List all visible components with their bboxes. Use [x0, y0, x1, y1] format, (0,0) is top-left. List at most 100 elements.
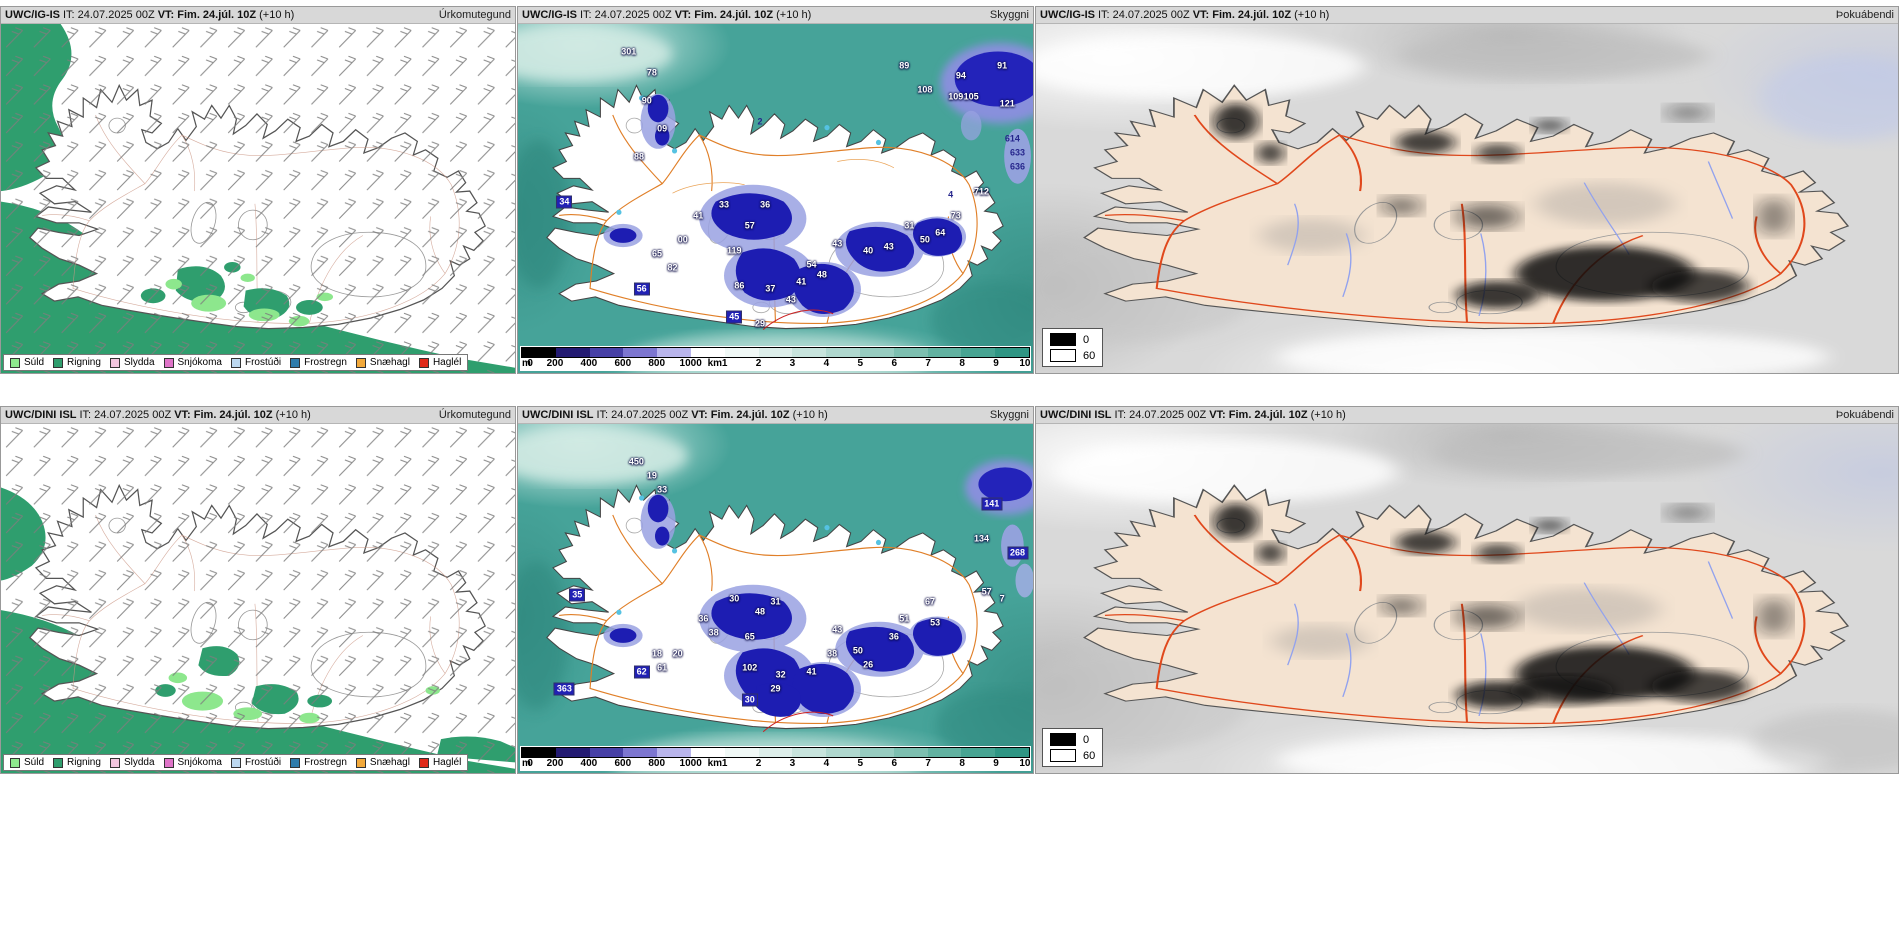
visibility-value: 29 [770, 683, 781, 694]
scale-segment [690, 348, 725, 357]
visibility-value: 41 [796, 276, 807, 287]
scale-segment [522, 748, 556, 757]
visibility-scale-bar [521, 347, 1030, 358]
lead-time: (+10 h) [1294, 9, 1330, 21]
legend-swatch [10, 357, 20, 368]
visibility-value: 19 [646, 470, 657, 481]
fog-legend-swatch [1050, 333, 1076, 346]
fog-indicator-map[interactable]: 0 60 [1036, 424, 1898, 773]
legend-swatch [163, 757, 174, 768]
visibility-value: 633 [1010, 147, 1026, 158]
visibility-value: 48 [755, 606, 766, 617]
scale-segment [893, 348, 928, 357]
scale-segment [555, 348, 590, 357]
legend-label: Frostregn [304, 357, 347, 368]
panel-title: UWC/IG-IS IT: 24.07.2025 00Z VT: Fim. 24.jú… [5, 9, 297, 21]
visibility-value: 65 [652, 248, 663, 259]
scale-tick: 800 [648, 758, 666, 769]
scale-tick: m [522, 358, 531, 369]
scale-tick: 0 [527, 358, 533, 369]
fog-legend-label: 60 [1083, 749, 1096, 762]
visibility-value: 268 [1007, 546, 1029, 560]
scale-tick: 4 [823, 758, 830, 769]
visibility-value: 29 [755, 318, 766, 329]
scale-segment [792, 748, 827, 757]
sea-shading [1036, 32, 1898, 373]
valid-time: VT: Fim. 24.júl. 10Z [1192, 9, 1292, 21]
scale-tick: 7 [925, 358, 931, 369]
legend-item: Súld [10, 357, 44, 368]
scale-tick: km [707, 358, 723, 369]
precipitation-type-map[interactable]: Súld Rigning Slydda Snjókoma Frostúði Frostre… [1, 424, 515, 773]
red-contour [762, 309, 834, 331]
visibility-value: 73 [950, 210, 961, 221]
panel-header: UWC/DINI ISL IT: 24.07.2025 00Z VT: Fim. 24… [1, 407, 515, 424]
legend-item: Haglél [418, 357, 462, 368]
init-time: 24.07.2025 00Z [1129, 409, 1207, 421]
visibility-value: 88 [634, 151, 645, 162]
precipitation-legend: Súld Rigning Slydda Snjókoma Frostúði Frostre… [3, 354, 469, 371]
legend-label: Snæhagl [369, 357, 410, 368]
visibility-value: 00 [677, 234, 688, 245]
scale-segment [589, 748, 624, 757]
precipitation-type-map[interactable]: Súld Rigning Slydda Snjókoma Frostúði Frostre… [1, 24, 515, 373]
legend-label: Haglél [432, 357, 462, 368]
model-name: UWC/IG-IS [5, 9, 60, 21]
visibility-map[interactable]: 0 200 400 600 800 1000 1 2 3 4 5 6 7 8 9 10 m km 301 78 90 0… [518, 24, 1033, 373]
scale-tick: 800 [648, 358, 666, 369]
legend-item: Slydda [109, 357, 155, 368]
lead-time: (+10 h) [776, 9, 812, 21]
legend-swatch [290, 357, 301, 368]
scale-tick: 10 [1019, 358, 1031, 369]
visibility-value: 91 [997, 60, 1008, 71]
legend-label: Frostúði [244, 757, 282, 768]
visibility-value: 43 [832, 238, 843, 249]
lead-time: (+10 h) [275, 409, 311, 421]
visibility-value: 82 [667, 262, 678, 273]
valid-time: VT: Fim. 24.júl. 10Z [157, 9, 257, 21]
scale-tick: 2 [755, 358, 762, 369]
visibility-value: 38 [827, 648, 838, 659]
legend-label: Haglél [432, 757, 462, 768]
visibility-value: 30 [741, 693, 758, 707]
scale-segment [758, 748, 793, 757]
legend-swatch [53, 357, 64, 368]
extra-fog-blob [1510, 675, 1614, 706]
visibility-value: 31 [904, 220, 915, 231]
visibility-value: 32 [775, 669, 786, 680]
fog-legend-label: 60 [1083, 349, 1096, 362]
scale-tick: 8 [959, 758, 965, 769]
legend-item: Frostúði [230, 357, 281, 368]
visibility-value: 36 [698, 613, 709, 624]
visibility-value: 614 [1004, 133, 1020, 144]
panel-dini-fog: UWC/DINI ISL IT: 24.07.2025 00Z VT: Fim. 24… [1035, 406, 1899, 774]
wind-barbs [1, 424, 515, 773]
precip-map-svg [1, 24, 515, 373]
scale-segment [927, 348, 962, 357]
legend-item: Snjókoma [163, 357, 222, 368]
panel-title: UWC/DINI ISL IT: 24.07.2025 00Z VT: Fim. 24… [522, 409, 831, 421]
fog-legend: 0 60 [1042, 328, 1104, 367]
panel-title: UWC/IG-IS IT: 24.07.2025 00Z VT: Fim. 24.jú… [522, 9, 814, 21]
legend-item: Snæhagl [355, 357, 410, 368]
scale-segment [859, 348, 894, 357]
scale-segment [522, 348, 556, 357]
valid-time: VT: Fim. 24.júl. 10Z [691, 409, 790, 421]
panel-header: UWC/IG-IS IT: 24.07.2025 00Z VT: Fim. 24.jú… [518, 7, 1033, 24]
legend-swatch [355, 757, 366, 768]
visibility-value: 34 [556, 195, 573, 209]
it-label: IT: [63, 9, 75, 21]
scale-tick: 1000 [679, 358, 702, 369]
visibility-value: 105 [963, 91, 979, 102]
model-name: UWC/DINI ISL [1040, 409, 1112, 421]
map-type-label: Þokuábendi [1835, 409, 1894, 421]
legend-swatch [418, 757, 429, 768]
scale-segment [623, 748, 658, 757]
fog-indicator-map[interactable]: 0 60 [1036, 24, 1898, 373]
legend-item: Frostúði [230, 757, 282, 768]
visibility-value: 54 [806, 259, 817, 270]
it-label: IT: [580, 9, 592, 21]
scale-tick: 0 [527, 758, 533, 769]
visibility-map[interactable]: 0 200 400 600 800 1000 1 2 3 4 5 6 7 8 9 10 m km 450 19 33 1… [518, 424, 1033, 773]
it-label: IT: [1114, 409, 1127, 421]
